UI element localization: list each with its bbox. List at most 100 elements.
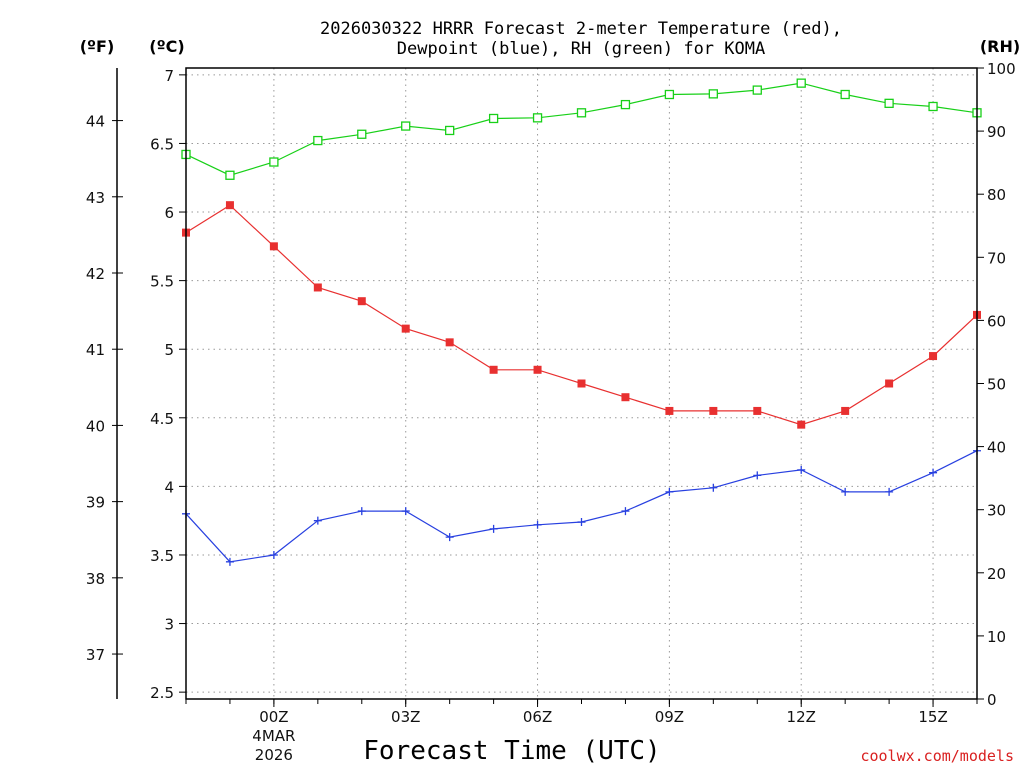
dewpoint-point [841,487,850,496]
x-axis-title: Forecast Time (UTC) [363,736,660,766]
dewpoint-point [665,487,674,496]
rh-tick-label: 0 [987,691,997,709]
rh-point [225,170,235,180]
temperature-point [885,379,894,388]
celsius-tick-label: 4.5 [150,410,174,428]
dewpoint-point [489,524,498,533]
rh-tick-label: 60 [987,312,1006,330]
rh-tick-label: 90 [987,123,1006,141]
temperature-point [225,201,234,210]
celsius-tick-label: 3 [164,616,174,634]
rh-unit-label: (RH) [980,37,1020,56]
fahrenheit-tick-label: 37 [86,646,105,664]
rh-markers [181,78,982,180]
temperature-point [929,352,938,361]
temperature-point [269,242,278,251]
x-tick-label: 06Z [523,708,552,726]
x-tick-label: 15Z [918,708,947,726]
fahrenheit-tick-label: 41 [86,341,105,359]
rh-point [928,101,938,112]
rh-point [576,108,587,118]
dewpoint-point [357,507,366,516]
temperature-point [577,379,586,388]
rh-point [664,89,675,100]
temperature-point [841,406,850,415]
dewpoint-point [709,483,718,492]
temperature-point [709,406,718,415]
dewpoint-point [577,518,586,527]
rh-point [620,99,631,110]
celsius-tick-label: 2.5 [150,684,174,702]
celsius-tick-label: 5.5 [150,273,174,291]
rh-point [884,98,894,108]
credit-text: coolwx.com/models [860,747,1014,765]
celsius-unit-label: (ºC) [149,37,184,56]
rh-point [840,89,850,100]
temperature-point [753,406,762,415]
rh-tick-label: 80 [987,186,1006,204]
fahrenheit-tick-label: 39 [86,494,105,512]
series-layer [181,78,982,566]
temperature-point [533,365,542,374]
dewpoint-point [753,471,762,480]
rh-point [313,135,323,146]
tick-labels: 2.5 3 3.5 4 4.5 5 5.5 6 6.5 7 37 38 39 40 41 42 43 44 0 10 2… [86,60,1016,764]
celsius-tick-label: 6 [164,204,174,222]
dewpoint-point [621,507,630,516]
temperature-point [665,406,674,415]
rh-point [708,89,718,99]
fahrenheit-tick-label: 40 [86,417,105,435]
x-tick-label: 12Z [787,708,816,726]
chart-title-line1: 2026030322 HRRR Forecast 2-meter Tempera… [320,19,842,39]
dewpoint-line [185,450,978,563]
dewpoint-point [401,507,410,516]
temperature-point [797,420,806,429]
tick-marks [112,67,984,707]
temperature-point [401,324,410,333]
celsius-tick-label: 6.5 [150,135,174,153]
fahrenheit-unit-label: (ºF) [80,37,115,56]
rh-tick-label: 10 [987,628,1006,646]
celsius-tick-label: 4 [164,478,174,496]
x-year-label: 2026 [255,746,293,764]
dewpoint-point [885,487,894,496]
rh-tick-label: 70 [987,249,1006,267]
dewpoint-point [533,520,542,529]
x-tick-label: 09Z [655,708,684,726]
rh-point [752,85,762,95]
dewpoint-point [313,516,322,525]
dewpoint-markers [182,446,981,566]
celsius-tick-label: 5 [164,341,174,359]
dewpoint-point [797,465,806,474]
x-tick-label: 03Z [391,708,420,726]
temperature-point [489,365,498,374]
rh-point [445,125,455,136]
rh-point [357,129,367,139]
rh-point [401,121,411,131]
rh-tick-label: 20 [987,565,1006,583]
rh-tick-label: 30 [987,502,1006,520]
rh-tick-label: 100 [987,60,1016,78]
x-date-label: 4MAR [252,727,295,745]
celsius-tick-label: 7 [164,67,174,85]
rh-tick-label: 40 [987,439,1006,457]
fahrenheit-tick-label: 42 [86,265,105,283]
temperature-point [445,338,454,347]
rh-point [796,78,806,88]
x-tick-label: 00Z [259,708,288,726]
rh-point [532,113,543,123]
temperature-markers [182,201,981,429]
rh-tick-label: 50 [987,376,1006,394]
dewpoint-point [225,557,234,566]
temperature-point [357,297,366,306]
fahrenheit-tick-label: 44 [86,113,105,131]
dewpoint-point [445,533,454,542]
rh-point [269,157,279,167]
temperature-line [185,204,978,426]
celsius-tick-label: 3.5 [150,547,174,565]
fahrenheit-tick-label: 38 [86,570,105,588]
temperature-point [621,393,630,402]
rh-point [488,113,499,124]
chart-title-line2: Dewpoint (blue), RH (green) for KOMA [397,39,765,59]
